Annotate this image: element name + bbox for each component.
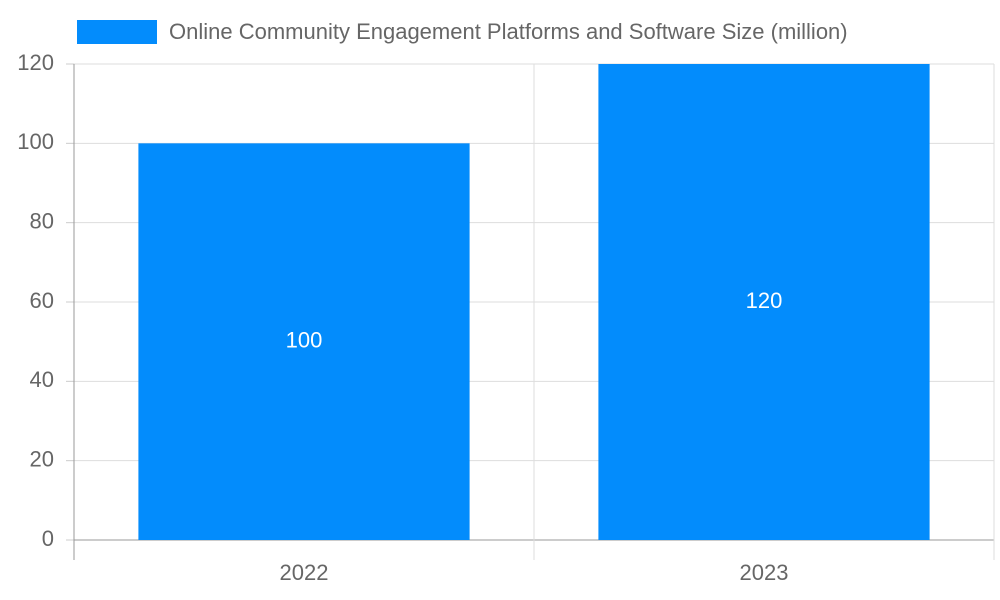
data-label: 120 [746, 288, 783, 313]
legend-label: Online Community Engagement Platforms an… [169, 19, 848, 44]
bar [598, 64, 930, 540]
data-label: 100 [286, 327, 323, 352]
y-tick-label: 0 [42, 526, 54, 551]
y-tick-label: 120 [17, 50, 54, 75]
y-tick-label: 40 [30, 367, 54, 392]
bar [138, 143, 470, 541]
x-tick-label: 2022 [280, 560, 329, 585]
y-tick-label: 60 [30, 288, 54, 313]
y-tick-label: 80 [30, 208, 54, 233]
x-tick-label: 2023 [740, 560, 789, 585]
legend-swatch [77, 20, 157, 44]
y-tick-label: 20 [30, 446, 54, 471]
y-tick-label: 100 [17, 129, 54, 154]
